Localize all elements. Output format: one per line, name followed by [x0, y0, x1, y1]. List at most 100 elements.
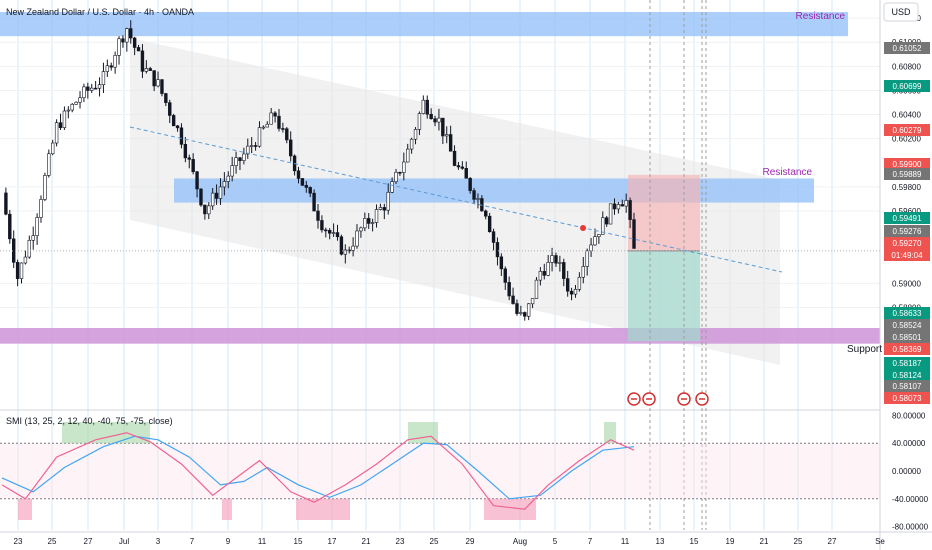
zones-layer — [0, 12, 880, 365]
price-tag-label: 0.61052 — [893, 44, 922, 53]
candle-down — [339, 236, 344, 255]
candle-up — [144, 68, 149, 72]
candle-down — [604, 217, 609, 225]
candle-up — [530, 298, 535, 305]
candle-down — [472, 190, 476, 200]
price-tag-label: 0.59270 — [893, 239, 922, 248]
take-profit-box — [628, 250, 700, 342]
candle-down — [441, 117, 445, 137]
candle-up — [608, 203, 613, 225]
candle-down — [468, 177, 472, 191]
currency-button[interactable] — [883, 2, 919, 22]
candle-down — [507, 282, 511, 297]
candle-up — [222, 181, 227, 188]
smi-panel — [0, 422, 880, 520]
candle-down — [398, 171, 402, 174]
candle-down — [183, 144, 188, 159]
candle-up — [242, 153, 246, 161]
candle-up — [246, 145, 250, 155]
candle-down — [347, 249, 351, 252]
candle-up — [390, 181, 394, 193]
candle-down — [324, 229, 328, 232]
candle-down — [335, 232, 340, 238]
price-tag — [884, 357, 930, 369]
smi-oversold-zone — [222, 498, 232, 520]
candle-down — [8, 213, 12, 240]
candle-down — [554, 255, 558, 264]
price-tick-label: 0.59600 — [892, 207, 921, 216]
candle-up — [117, 38, 121, 56]
candle-up — [589, 244, 593, 252]
candle-down — [491, 231, 496, 243]
candle-up — [378, 207, 383, 210]
candle-up — [573, 288, 578, 295]
smi-level-label: -80.00000 — [892, 523, 929, 532]
candle-down — [281, 128, 285, 130]
candle-up — [207, 205, 211, 215]
time-tick-label: 25 — [794, 537, 803, 546]
candle-down — [503, 268, 507, 283]
candle-up — [74, 101, 78, 105]
candle-down — [187, 157, 191, 160]
candle-down — [121, 38, 125, 43]
price-tag — [884, 80, 930, 92]
candle-up — [101, 71, 106, 86]
time-tick-label: 27 — [84, 537, 93, 546]
candle-down — [511, 295, 515, 304]
candle-down — [160, 79, 164, 94]
smi-level-label: 0.00000 — [892, 467, 921, 476]
candle-up — [54, 122, 59, 144]
candle-up — [363, 218, 367, 229]
candle-down — [273, 112, 277, 117]
smi-oversold-zone — [296, 498, 304, 520]
time-tick-label: 17 — [328, 537, 337, 546]
smi-level-label: 40.00000 — [892, 439, 926, 448]
time-tick-label: 27 — [828, 537, 837, 546]
candle-down — [382, 207, 387, 211]
candle-down — [328, 230, 332, 234]
candle-up — [386, 191, 390, 211]
smi-band — [0, 443, 880, 499]
candle-up — [210, 192, 215, 207]
candle-down — [4, 192, 8, 215]
price-tag — [884, 225, 930, 237]
smi-oversold-zone — [484, 498, 536, 520]
price-tick-label: 0.60800 — [892, 62, 921, 71]
candle-down — [195, 171, 199, 190]
time-tick-label: 21 — [362, 537, 371, 546]
candle-up — [394, 171, 398, 182]
candle-down — [288, 139, 293, 157]
candle-up — [70, 104, 74, 111]
symbol-title: New Zealand Dollar / U.S. Dollar · 4h · … — [6, 7, 194, 17]
support-zone — [0, 328, 880, 344]
candle-down — [612, 203, 617, 210]
candle-up — [402, 161, 406, 173]
price-tag-label: 0.59276 — [893, 227, 922, 236]
candle-down — [628, 200, 632, 220]
candle-down — [136, 47, 141, 52]
candle-up — [47, 153, 51, 176]
price-tag-label: 0.58501 — [893, 333, 922, 342]
time-tick-label: 29 — [466, 537, 475, 546]
candle-down — [129, 28, 133, 39]
candle-up — [97, 84, 102, 89]
price-tag-label: 0.58124 — [893, 371, 922, 380]
time-tick-label: 25 — [48, 537, 57, 546]
candle-up — [125, 28, 129, 43]
candle-down — [179, 127, 184, 145]
candle-up — [19, 262, 24, 279]
candle-up — [113, 55, 117, 68]
candle-up — [234, 157, 238, 166]
candle-up — [66, 109, 71, 112]
time-tick-label: 5 — [553, 537, 558, 546]
candle-down — [214, 192, 219, 199]
candle-down — [140, 50, 145, 72]
candle-up — [230, 165, 234, 177]
resistance-top-label: Resistance — [796, 11, 846, 22]
price-tag-label: 0.59900 — [893, 160, 922, 169]
candle-up — [343, 249, 348, 255]
candle-down — [316, 210, 320, 221]
candle-up — [359, 227, 363, 232]
candle-down — [433, 118, 437, 123]
